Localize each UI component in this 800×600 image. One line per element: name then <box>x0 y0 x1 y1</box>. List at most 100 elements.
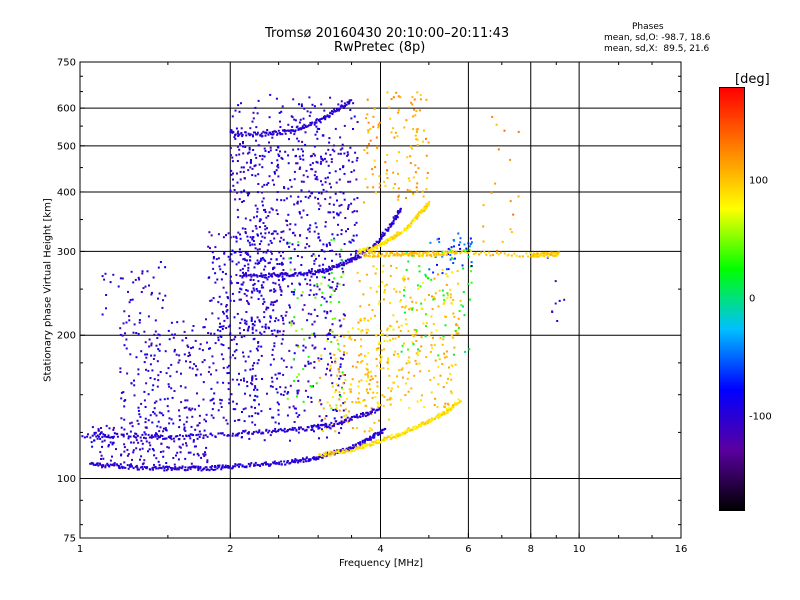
data-point <box>412 252 415 255</box>
data-point <box>364 252 367 255</box>
data-point <box>312 273 315 276</box>
data-point <box>149 414 152 417</box>
data-point <box>445 412 448 415</box>
data-point <box>310 270 313 273</box>
data-point <box>358 401 361 404</box>
data-point <box>188 435 191 438</box>
data-point <box>378 186 381 189</box>
data-point <box>369 427 372 430</box>
data-point <box>252 338 255 341</box>
data-point <box>194 339 197 342</box>
data-point <box>361 439 364 442</box>
data-point <box>333 150 336 153</box>
data-point <box>420 423 423 426</box>
data-point <box>408 308 411 311</box>
data-point <box>321 276 324 279</box>
data-point <box>367 352 370 355</box>
data-point <box>150 435 153 438</box>
data-point <box>329 211 332 214</box>
data-point <box>495 252 498 255</box>
data-point <box>457 398 460 401</box>
data-point <box>409 225 412 228</box>
data-point <box>432 336 434 339</box>
data-point <box>240 132 243 135</box>
data-point <box>406 431 409 433</box>
data-point <box>249 244 252 247</box>
data-point <box>208 366 211 369</box>
data-point <box>553 254 556 257</box>
data-point <box>387 255 390 257</box>
data-point <box>405 197 407 200</box>
data-point <box>462 305 464 308</box>
data-point <box>420 336 423 339</box>
data-point <box>309 224 312 227</box>
data-point <box>398 253 400 256</box>
data-point <box>446 297 449 300</box>
data-point <box>262 130 265 133</box>
data-point <box>196 452 199 455</box>
data-point <box>170 387 173 390</box>
data-point <box>331 259 333 262</box>
data-point <box>354 443 357 446</box>
data-point <box>225 315 228 318</box>
data-point <box>156 337 159 339</box>
data-point <box>370 428 373 431</box>
data-point <box>405 362 408 365</box>
data-point <box>161 435 164 437</box>
data-point <box>186 468 189 471</box>
data-point <box>445 253 448 256</box>
phase-stats-o: mean, sd,O: -98.7, 18.6 <box>604 33 711 43</box>
data-point <box>243 420 246 423</box>
data-point <box>247 253 250 256</box>
data-point <box>248 325 250 328</box>
data-point <box>340 276 343 279</box>
data-point <box>283 460 286 463</box>
data-point <box>311 428 314 431</box>
data-point <box>351 160 354 163</box>
data-point <box>183 426 186 429</box>
data-point <box>403 278 406 281</box>
data-point <box>201 361 204 364</box>
data-point <box>160 442 163 445</box>
data-point <box>395 267 398 269</box>
data-point <box>358 280 361 283</box>
data-point <box>248 148 251 151</box>
data-point <box>119 277 122 280</box>
data-point <box>383 439 386 442</box>
data-point <box>342 373 345 376</box>
data-point <box>420 302 423 305</box>
data-point <box>330 286 333 289</box>
data-point <box>525 252 528 255</box>
data-point <box>99 437 102 440</box>
data-point <box>437 305 440 308</box>
data-point <box>223 319 226 322</box>
data-point <box>348 102 351 105</box>
data-point <box>276 401 279 404</box>
data-point <box>112 428 115 431</box>
data-point <box>233 136 236 139</box>
data-point <box>256 349 259 352</box>
data-point <box>162 299 164 302</box>
data-point <box>309 111 312 114</box>
data-point <box>332 211 335 214</box>
data-point <box>328 423 331 426</box>
data-point <box>259 134 262 137</box>
data-point <box>407 223 410 226</box>
data-point <box>209 299 212 302</box>
data-point <box>128 301 131 304</box>
data-point <box>292 274 295 277</box>
data-point <box>336 108 339 111</box>
data-point <box>416 217 419 220</box>
data-point <box>374 166 377 169</box>
data-point <box>313 254 316 257</box>
data-point <box>282 429 285 432</box>
data-point <box>223 312 225 315</box>
data-point <box>372 443 375 446</box>
data-point <box>241 464 244 467</box>
data-point <box>189 451 192 454</box>
data-point <box>318 288 321 291</box>
data-point <box>247 263 250 266</box>
data-point <box>462 267 465 270</box>
data-point <box>407 371 410 374</box>
data-point <box>399 300 401 303</box>
